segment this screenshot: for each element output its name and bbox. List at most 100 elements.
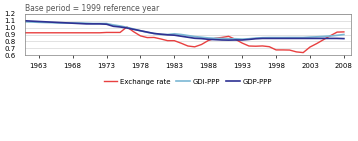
Exchange rate [159, 38, 163, 40]
GDI-PPP [253, 37, 258, 39]
GDI-PPP [43, 22, 48, 23]
GDI-PPP [71, 22, 75, 24]
GDI-PPP [233, 38, 237, 40]
GDP-PPP [274, 38, 278, 39]
GDP-PPP [98, 23, 102, 25]
GDP-PPP [315, 38, 319, 39]
GDI-PPP [287, 37, 292, 38]
Exchange rate [64, 32, 68, 34]
GDP-PPP [287, 38, 292, 39]
GDI-PPP [294, 37, 299, 38]
Exchange rate [240, 42, 244, 44]
GDP-PPP [267, 38, 271, 39]
GDP-PPP [125, 27, 129, 29]
GDP-PPP [220, 39, 224, 41]
GDP-PPP [260, 38, 265, 39]
Exchange rate [43, 32, 48, 34]
GDI-PPP [247, 38, 251, 40]
GDI-PPP [145, 31, 149, 33]
GDI-PPP [240, 38, 244, 40]
GDI-PPP [227, 38, 231, 40]
Exchange rate [111, 32, 115, 33]
GDP-PPP [206, 38, 211, 40]
GDP-PPP [179, 35, 183, 37]
GDI-PPP [125, 27, 129, 28]
GDP-PPP [159, 33, 163, 35]
GDI-PPP [199, 36, 204, 38]
Exchange rate [308, 46, 312, 48]
GDI-PPP [172, 33, 176, 35]
GDI-PPP [321, 36, 326, 37]
GDI-PPP [179, 34, 183, 35]
GDI-PPP [267, 37, 271, 38]
GDP-PPP [138, 30, 142, 32]
Exchange rate [165, 40, 170, 41]
Exchange rate [301, 52, 305, 53]
GDP-PPP [71, 22, 75, 24]
Exchange rate [260, 45, 265, 47]
GDI-PPP [165, 34, 170, 35]
Line: Exchange rate: Exchange rate [25, 27, 344, 53]
Exchange rate [30, 32, 34, 34]
GDP-PPP [64, 22, 68, 24]
GDI-PPP [91, 23, 95, 24]
Exchange rate [57, 32, 61, 34]
GDI-PPP [193, 36, 197, 37]
Exchange rate [77, 32, 82, 34]
GDP-PPP [301, 38, 305, 39]
Exchange rate [172, 40, 176, 41]
GDP-PPP [165, 34, 170, 36]
Exchange rate [105, 32, 109, 33]
GDI-PPP [37, 21, 41, 23]
GDP-PPP [152, 33, 156, 34]
Exchange rate [227, 36, 231, 37]
GDI-PPP [308, 36, 312, 38]
GDP-PPP [77, 23, 82, 24]
Exchange rate [37, 32, 41, 34]
GDP-PPP [145, 31, 149, 33]
Exchange rate [23, 32, 27, 34]
Exchange rate [247, 45, 251, 47]
GDI-PPP [281, 37, 285, 38]
GDP-PPP [111, 25, 115, 27]
GDP-PPP [213, 39, 217, 40]
GDI-PPP [152, 33, 156, 34]
Exchange rate [294, 51, 299, 53]
GDI-PPP [159, 34, 163, 35]
Exchange rate [342, 31, 346, 33]
GDI-PPP [57, 22, 61, 24]
Exchange rate [186, 45, 190, 47]
Exchange rate [125, 26, 129, 28]
GDP-PPP [172, 34, 176, 36]
GDP-PPP [131, 28, 136, 30]
GDI-PPP [260, 37, 265, 39]
Exchange rate [213, 37, 217, 39]
GDP-PPP [43, 21, 48, 23]
GDI-PPP [98, 23, 102, 24]
Exchange rate [321, 39, 326, 40]
GDI-PPP [131, 28, 136, 30]
GDI-PPP [335, 35, 339, 36]
GDI-PPP [274, 37, 278, 38]
GDP-PPP [253, 38, 258, 40]
GDI-PPP [111, 24, 115, 26]
Exchange rate [71, 32, 75, 34]
GDI-PPP [342, 34, 346, 35]
GDP-PPP [30, 20, 34, 22]
Exchange rate [253, 45, 258, 47]
GDI-PPP [213, 37, 217, 39]
GDI-PPP [301, 37, 305, 38]
GDP-PPP [342, 38, 346, 39]
Legend: Exchange rate, GDI-PPP, GDP-PPP: Exchange rate, GDI-PPP, GDP-PPP [101, 76, 275, 87]
Exchange rate [335, 31, 339, 33]
Exchange rate [118, 32, 122, 33]
Exchange rate [91, 32, 95, 34]
GDP-PPP [105, 23, 109, 25]
GDI-PPP [138, 30, 142, 32]
Line: GDP-PPP: GDP-PPP [25, 21, 344, 40]
GDI-PPP [206, 37, 211, 39]
Exchange rate [206, 40, 211, 41]
GDP-PPP [84, 23, 88, 25]
GDP-PPP [247, 39, 251, 40]
GDP-PPP [227, 39, 231, 41]
